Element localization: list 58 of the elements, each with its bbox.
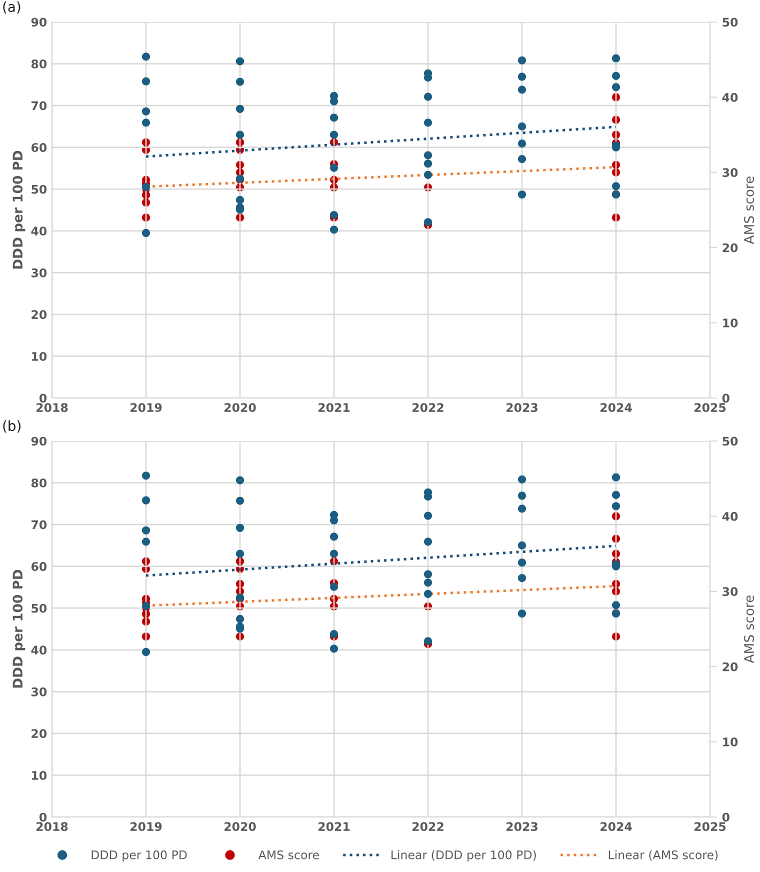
- y-axis-title: DDD per 100 PD: [12, 570, 26, 688]
- x-tick-label: 2022: [412, 403, 444, 412]
- y2-tick-label: 40: [722, 92, 738, 102]
- x-tick-label: 2020: [224, 822, 256, 831]
- y2-tick-label: 20: [722, 662, 738, 672]
- y-tick-label: 20: [32, 310, 47, 320]
- y-tick-label: 90: [31, 18, 47, 27]
- y-tick-label: 50: [32, 184, 47, 194]
- legend-label: AMS score: [258, 850, 319, 860]
- x-tick-label: 2018: [36, 822, 68, 831]
- x-tick-label: 2025: [694, 822, 726, 831]
- y2-tick-label: 50: [722, 436, 738, 446]
- y-tick-label: 60: [31, 562, 47, 571]
- y2-tick-label: 0: [722, 812, 730, 822]
- x-tick-label: 2021: [318, 403, 350, 412]
- y-tick-label: 30: [32, 268, 47, 278]
- y-tick-label: 30: [32, 687, 47, 696]
- y-tick-label: 80: [31, 478, 47, 488]
- y2-tick-label: 20: [722, 243, 738, 252]
- x-tick-label: 2018: [36, 403, 68, 412]
- y2-tick-label: 40: [722, 512, 738, 521]
- legend-label: Linear (DDD per 100 PD): [392, 850, 536, 862]
- y-tick-label: 50: [32, 604, 47, 613]
- x-tick-label: 2021: [318, 822, 350, 831]
- chart-title: (a): [3, 1, 20, 14]
- y-tick-label: 90: [31, 436, 47, 446]
- x-tick-label: 2023: [506, 403, 538, 412]
- y-tick-label: 10: [32, 770, 47, 780]
- y-tick-label: 40: [31, 226, 47, 236]
- y-tick-label: 10: [32, 352, 47, 361]
- x-tick-label: 2019: [130, 822, 162, 831]
- y-tick-label: 0: [39, 812, 47, 822]
- y2-tick-label: 30: [722, 168, 738, 178]
- x-tick-label: 2020: [224, 403, 256, 412]
- y-tick-label: 20: [32, 729, 47, 738]
- legend-label: DDD per 100 PD: [92, 850, 187, 862]
- chart-title: (b): [3, 420, 20, 433]
- y2-axis-title: AMS score: [744, 176, 754, 244]
- y-tick-label: 0: [39, 394, 47, 403]
- y2-tick-label: 30: [722, 587, 738, 596]
- y-axis-title: DDD per 100 PD: [12, 150, 26, 269]
- y2-tick-label: 50: [722, 18, 738, 27]
- x-tick-label: 2024: [600, 403, 632, 412]
- y2-tick-label: 0: [722, 394, 730, 403]
- x-tick-label: 2023: [506, 822, 538, 831]
- x-tick-label: 2024: [600, 822, 632, 831]
- y-tick-label: 60: [31, 143, 47, 152]
- y2-tick-label: 10: [723, 318, 738, 328]
- y2-tick-label: 10: [723, 738, 738, 746]
- legend-label: Linear (AMS score): [608, 850, 718, 861]
- x-tick-label: 2025: [694, 403, 726, 412]
- y2-axis-title: AMS score: [744, 595, 754, 664]
- y-tick-label: 80: [31, 60, 47, 68]
- x-tick-label: 2022: [412, 822, 444, 831]
- y-tick-label: 70: [32, 101, 47, 110]
- y-tick-label: 40: [31, 646, 47, 655]
- y-tick-label: 70: [32, 520, 47, 530]
- x-tick-label: 2019: [130, 403, 162, 412]
